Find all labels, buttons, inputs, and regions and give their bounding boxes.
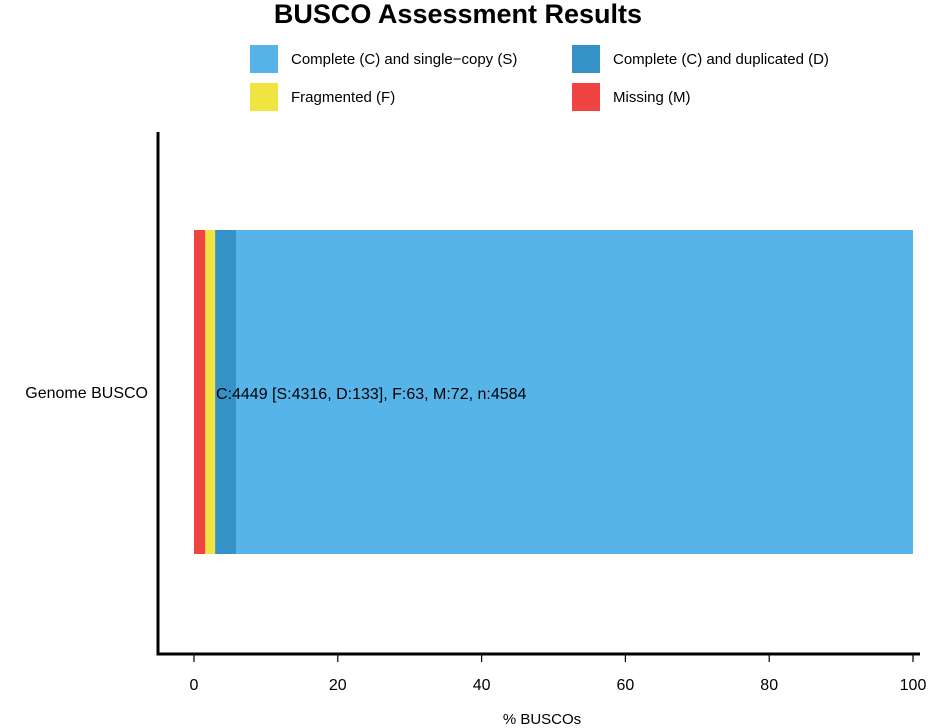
- legend-label-missing: Missing (M): [613, 89, 691, 106]
- x-tick-label-100: 100: [900, 677, 927, 694]
- bar-segment-missing-m: [194, 230, 206, 554]
- x-axis-ticks: 0 20 40 60 80 100: [190, 655, 927, 694]
- legend-swatch-fragmented: [250, 83, 278, 111]
- bar-segment-complete-c-and-duplicated-d: [215, 230, 236, 554]
- legend-swatch-missing: [572, 83, 600, 111]
- x-tick-label-20: 20: [329, 677, 347, 694]
- chart-title: BUSCO Assessment Results: [274, 0, 642, 29]
- x-tick-label-80: 80: [760, 677, 778, 694]
- legend: Complete (C) and single−copy (S) Complet…: [250, 45, 829, 111]
- x-tick-label-40: 40: [473, 677, 491, 694]
- category-label-genome-busco: Genome BUSCO: [25, 385, 148, 402]
- legend-swatch-duplicated: [572, 45, 600, 73]
- legend-label-fragmented: Fragmented (F): [291, 89, 395, 106]
- legend-swatch-single-copy: [250, 45, 278, 73]
- legend-label-single-copy: Complete (C) and single−copy (S): [291, 51, 517, 68]
- x-tick-label-0: 0: [190, 677, 199, 694]
- legend-label-duplicated: Complete (C) and duplicated (D): [613, 51, 829, 68]
- bar-annotation: C:4449 [S:4316, D:133], F:63, M:72, n:45…: [216, 386, 527, 403]
- x-tick-label-60: 60: [617, 677, 635, 694]
- x-axis-title: % BUSCOs: [503, 711, 581, 728]
- bar-segment-fragmented-f: [205, 230, 216, 554]
- bar-segment-complete-c-and-single-copy-s: [235, 230, 914, 554]
- bar-segments: [194, 230, 914, 554]
